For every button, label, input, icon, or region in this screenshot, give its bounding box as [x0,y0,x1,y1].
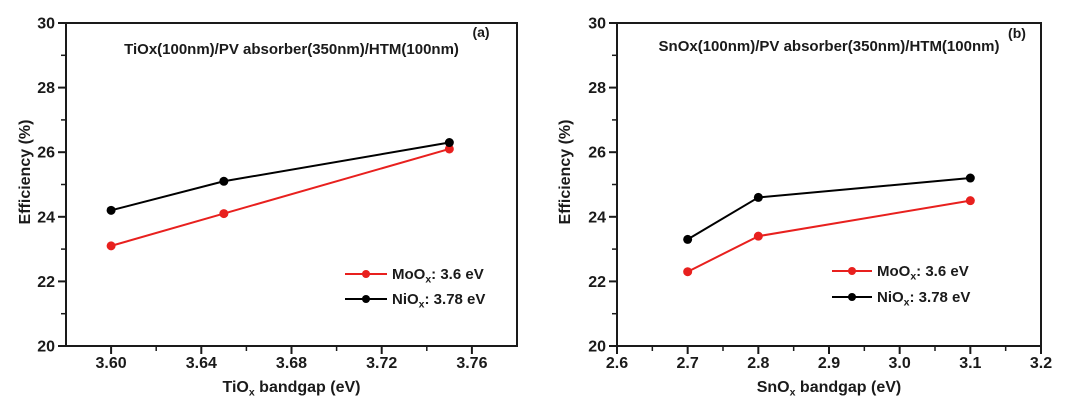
y-tick-label: 30 [37,16,55,33]
x-tick-label: 3.64 [186,355,217,372]
legend-item-NiOx: NiOx: 3.78 eV [832,289,970,309]
x-tick-label: 3.1 [959,355,981,372]
y-axis-label: Efficiency (%) [17,120,34,225]
y-tick-label: 22 [37,274,55,291]
x-tick-label: 3.60 [96,355,127,372]
legend-item-MoOx: MoOx: 3.6 eV [345,266,484,286]
x-tick-label: 2.6 [606,355,628,372]
series-NiOx [683,173,975,244]
chart-panel-b: 2.6 2.7 2.8 2.9 3.0 3.1 3.2 20 22 24 26 28 30 SnOx(10… [540,0,1080,409]
panel-label: (a) [472,24,489,40]
y-tick-label: 24 [588,209,606,226]
chart-title: TiOx(100nm)/PV absorber(350nm)/HTM(100nm… [124,41,459,58]
data-point [683,267,693,277]
y-tick-label: 22 [588,274,606,291]
y-tick-label: 28 [588,80,606,97]
x-tick-label: 3.76 [456,355,487,372]
y-tick-label: 26 [588,145,606,162]
data-point [106,205,116,215]
series-line [110,141,450,212]
legend-label: NiOx: 3.78 eV [877,289,970,309]
y-tick-label: 20 [37,339,55,356]
data-point [444,144,454,154]
data-point [753,231,763,241]
plot-frame [616,22,1042,347]
data-point [753,192,763,202]
x-tick-label: 3.68 [276,355,307,372]
legend-item-NiOx: NiOx: 3.78 eV [345,291,485,311]
y-tick-label: 26 [37,145,55,162]
y-tick-label: 20 [588,339,606,356]
data-point [106,241,116,251]
chart-title: SnOx(100nm)/PV absorber(350nm)/HTM(100nm… [659,38,1000,55]
legend-label: MoOx: 3.6 eV [877,263,969,283]
chart-svg: 3.60 3.64 3.68 3.72 3.76 20 22 24 26 28 30 TiOx(100… [17,16,518,399]
x-tick-label: 2.9 [818,355,840,372]
legend-marker-icon [362,295,370,303]
legend-marker-icon [848,267,856,275]
series-NiOx [106,138,454,215]
chart-panel-a: 3.60 3.64 3.68 3.72 3.76 20 22 24 26 28 30 TiOx(100… [17,16,518,399]
y-tick-label: 30 [588,16,606,33]
y-tick-label: 24 [37,209,55,226]
chart-svg: 2.6 2.7 2.8 2.9 3.0 3.1 3.2 20 22 24 26 28 30 SnOx(10… [557,16,1052,399]
data-point [444,138,454,148]
x-tick-label: 3.2 [1030,355,1052,372]
legend: MoOx: 3.6 eV NiOx: 3.78 eV [832,263,970,309]
panel-label: (b) [1008,25,1026,41]
y-axis-label: Efficiency (%) [557,120,574,225]
data-point [965,196,975,206]
legend-marker-icon [848,293,856,301]
series-line [687,199,971,273]
series-MoOx [106,144,454,251]
x-axis-label: TiOx bandgap (eV) [223,379,361,399]
legend-item-MoOx: MoOx: 3.6 eV [832,263,969,283]
data-point [683,234,693,244]
data-point [219,176,229,186]
legend-label: NiOx: 3.78 eV [392,291,485,311]
x-tick-label: 2.8 [747,355,769,372]
data-point [219,209,229,219]
legend-label: MoOx: 3.6 eV [392,266,484,286]
x-tick-label: 3.72 [366,355,397,372]
legend: MoOx: 3.6 eV NiOx: 3.78 eV [345,266,485,311]
y-tick-label: 28 [37,80,55,97]
legend-marker-icon [362,270,370,278]
data-point [965,173,975,183]
x-tick-label: 3.0 [889,355,911,372]
series-MoOx [683,196,975,277]
x-axis-label: SnOx bandgap (eV) [757,379,902,399]
x-tick-label: 2.7 [677,355,699,372]
